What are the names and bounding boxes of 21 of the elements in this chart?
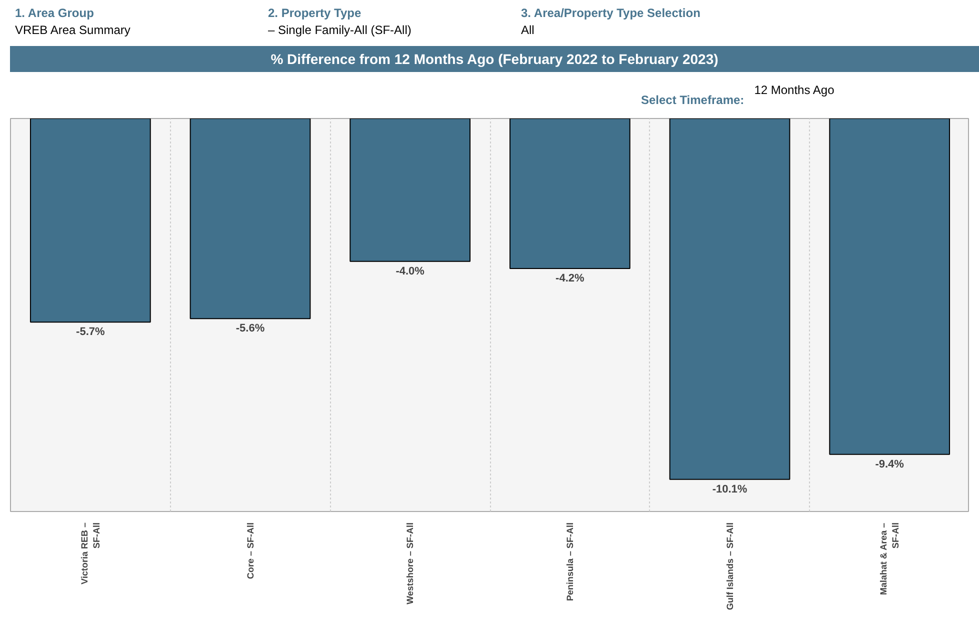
- x-tick-label: Victoria REB – SF-All: [79, 522, 102, 584]
- text: 3. Area/Property Type Selection: [521, 6, 700, 20]
- x-tick-label: Gulf Islands – SF-All: [724, 522, 735, 610]
- text: 1. Area Group: [15, 6, 94, 20]
- x-tick-label: Westshore – SF-All: [405, 522, 416, 604]
- text: Select Timeframe:: [641, 93, 744, 107]
- data-label: -4.2%: [556, 272, 585, 285]
- x-tick-label: Malahat & Area – SF-All: [878, 522, 901, 596]
- data-label: -10.1%: [712, 483, 748, 496]
- text: 2. Property Type: [268, 6, 362, 20]
- data-label: -5.7%: [76, 326, 106, 338]
- text: – Single Family-All (SF-All): [268, 23, 412, 38]
- data-label: -4.0%: [396, 265, 425, 278]
- text: All: [521, 23, 534, 38]
- text: 12 Months Ago: [754, 83, 834, 97]
- x-tick-label: Peninsula – SF-All: [564, 522, 575, 602]
- data-label: -9.4%: [875, 458, 904, 470]
- x-tick-label: Core – SF-All: [245, 522, 256, 580]
- text: VREB Area Summary: [15, 23, 130, 38]
- data-label: -5.6%: [236, 322, 265, 335]
- chart-title: % Difference from 12 Months Ago (February 2022 to February 2023): [10, 46, 979, 72]
